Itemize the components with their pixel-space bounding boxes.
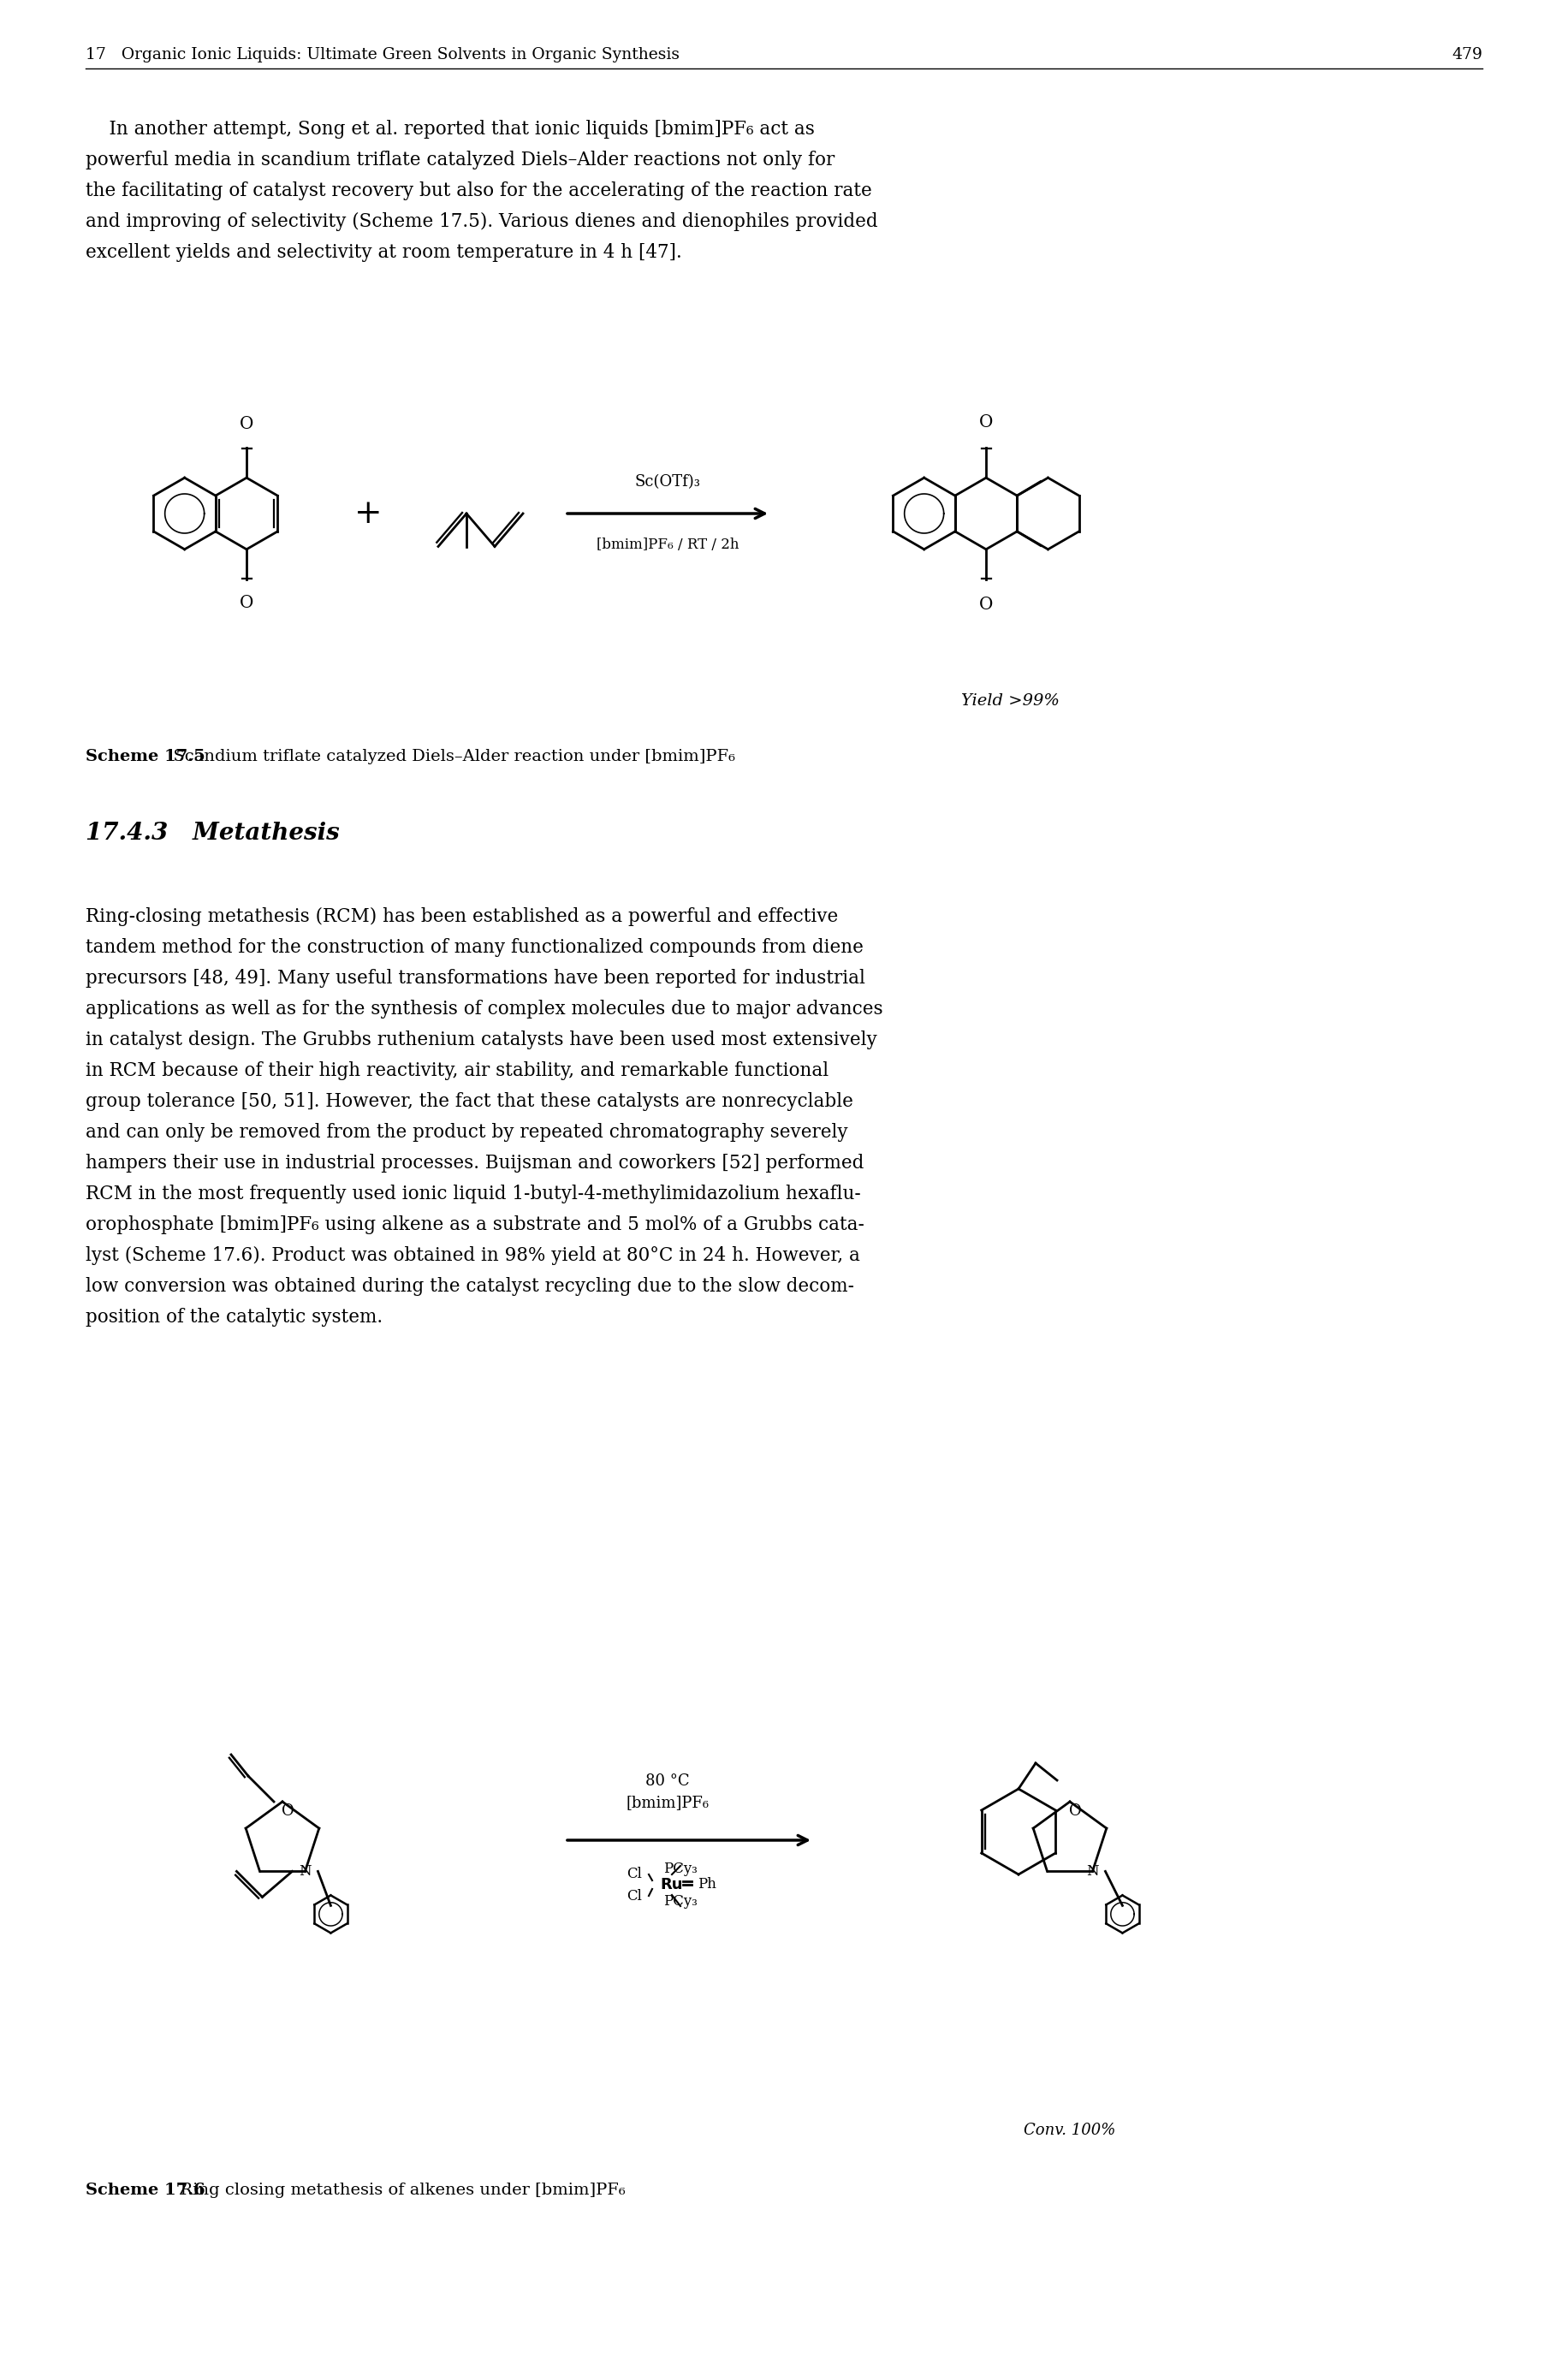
Text: Cl: Cl: [627, 1868, 641, 1882]
Text: O: O: [240, 416, 254, 432]
Text: Ring-closing metathesis (RCM) has been established as a powerful and effective: Ring-closing metathesis (RCM) has been e…: [86, 908, 839, 927]
Text: [bmim]PF₆ / RT / 2h: [bmim]PF₆ / RT / 2h: [596, 537, 739, 551]
Text: group tolerance [50, 51]. However, the fact that these catalysts are nonrecyclab: group tolerance [50, 51]. However, the f…: [86, 1093, 853, 1112]
Text: and improving of selectivity (Scheme 17.5). Various dienes and dienophiles provi: and improving of selectivity (Scheme 17.…: [86, 211, 878, 230]
Text: PCy₃: PCy₃: [663, 1894, 698, 1908]
Text: 80 °C: 80 °C: [646, 1772, 690, 1789]
Text: orophosphate [bmim]PF₆ using alkene as a substrate and 5 mol% of a Grubbs cata-: orophosphate [bmim]PF₆ using alkene as a…: [86, 1217, 864, 1233]
Text: RCM in the most frequently used ionic liquid 1-butyl-4-methylimidazolium hexaflu: RCM in the most frequently used ionic li…: [86, 1186, 861, 1202]
Text: tandem method for the construction of many functionalized compounds from diene: tandem method for the construction of ma…: [86, 939, 864, 958]
Text: lyst (Scheme 17.6). Product was obtained in 98% yield at 80°C in 24 h. However, : lyst (Scheme 17.6). Product was obtained…: [86, 1245, 861, 1264]
Text: N: N: [299, 1865, 312, 1879]
Text: O: O: [1069, 1803, 1082, 1818]
Text: low conversion was obtained during the catalyst recycling due to the slow decom-: low conversion was obtained during the c…: [86, 1276, 855, 1295]
Text: Ru: Ru: [660, 1877, 684, 1891]
Text: Yield >99%: Yield >99%: [961, 694, 1058, 708]
Text: 17   Organic Ionic Liquids: Ultimate Green Solvents in Organic Synthesis: 17 Organic Ionic Liquids: Ultimate Green…: [86, 48, 679, 62]
Text: N: N: [1087, 1865, 1099, 1879]
Text: O: O: [978, 596, 993, 613]
Text: +: +: [354, 497, 383, 530]
Text: [bmim]PF₆: [bmim]PF₆: [626, 1794, 709, 1811]
Text: powerful media in scandium triflate catalyzed Diels–Alder reactions not only for: powerful media in scandium triflate cata…: [86, 150, 834, 169]
Text: In another attempt, Song et al. reported that ionic liquids [bmim]PF₆ act as: In another attempt, Song et al. reported…: [86, 119, 815, 138]
Text: Cl: Cl: [627, 1889, 641, 1903]
Text: hampers their use in industrial processes. Buijsman and coworkers [52] performed: hampers their use in industrial processe…: [86, 1155, 864, 1174]
Text: the facilitating of catalyst recovery but also for the accelerating of the react: the facilitating of catalyst recovery bu…: [86, 181, 872, 200]
Text: Conv. 100%: Conv. 100%: [1024, 2122, 1116, 2138]
Text: Ring closing metathesis of alkenes under [bmim]PF₆: Ring closing metathesis of alkenes under…: [169, 2184, 626, 2198]
Text: in catalyst design. The Grubbs ruthenium catalysts have been used most extensive: in catalyst design. The Grubbs ruthenium…: [86, 1031, 877, 1050]
Text: 479: 479: [1452, 48, 1482, 62]
Text: in RCM because of their high reactivity, air stability, and remarkable functiona: in RCM because of their high reactivity,…: [86, 1062, 828, 1081]
Text: Scandium triflate catalyzed Diels–Alder reaction under [bmim]PF₆: Scandium triflate catalyzed Diels–Alder …: [163, 748, 735, 765]
Text: O: O: [978, 413, 993, 430]
Text: position of the catalytic system.: position of the catalytic system.: [86, 1307, 383, 1326]
Text: 17.4.3   Metathesis: 17.4.3 Metathesis: [86, 822, 340, 846]
Text: O: O: [282, 1803, 295, 1818]
Text: PCy₃: PCy₃: [663, 1863, 698, 1877]
Text: Scheme 17.5: Scheme 17.5: [86, 748, 205, 765]
Text: Ph: Ph: [698, 1877, 717, 1891]
Text: O: O: [240, 594, 254, 611]
Text: excellent yields and selectivity at room temperature in 4 h [47].: excellent yields and selectivity at room…: [86, 242, 682, 261]
Text: and can only be removed from the product by repeated chromatography severely: and can only be removed from the product…: [86, 1124, 848, 1143]
Text: precursors [48, 49]. Many useful transformations have been reported for industri: precursors [48, 49]. Many useful transfo…: [86, 969, 866, 988]
Text: applications as well as for the synthesis of complex molecules due to major adva: applications as well as for the synthesi…: [86, 1000, 883, 1019]
Text: Scheme 17.6: Scheme 17.6: [86, 2184, 205, 2198]
Text: Sc(OTf)₃: Sc(OTf)₃: [635, 475, 701, 489]
